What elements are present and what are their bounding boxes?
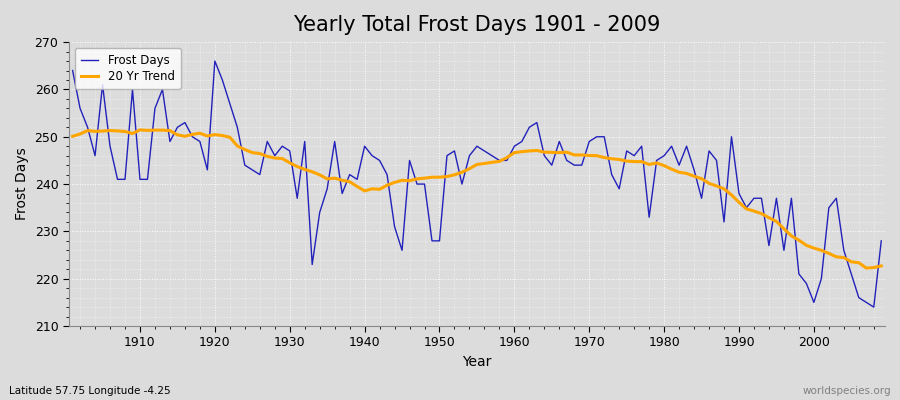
20 Yr Trend: [344, 179, 355, 184]
20 Yr Trend: [135, 128, 146, 132]
20 Yr Trend: [876, 264, 886, 268]
Frost Days: [517, 139, 527, 144]
Frost Days: [607, 172, 617, 177]
X-axis label: Year: Year: [463, 355, 491, 369]
Frost Days: [344, 172, 355, 177]
Line: 20 Yr Trend: 20 Yr Trend: [73, 130, 881, 268]
Frost Days: [68, 68, 78, 73]
Legend: Frost Days, 20 Yr Trend: Frost Days, 20 Yr Trend: [75, 48, 181, 89]
Frost Days: [210, 59, 220, 64]
Frost Days: [300, 139, 310, 144]
Text: worldspecies.org: worldspecies.org: [803, 386, 891, 396]
Frost Days: [876, 238, 886, 243]
20 Yr Trend: [300, 167, 310, 172]
Y-axis label: Frost Days: Frost Days: [15, 148, 29, 220]
Line: Frost Days: Frost Days: [73, 61, 881, 307]
20 Yr Trend: [861, 266, 872, 270]
Frost Days: [868, 305, 879, 310]
Text: Latitude 57.75 Longitude -4.25: Latitude 57.75 Longitude -4.25: [9, 386, 171, 396]
20 Yr Trend: [127, 131, 138, 136]
20 Yr Trend: [607, 156, 617, 161]
Frost Days: [127, 87, 138, 92]
Title: Yearly Total Frost Days 1901 - 2009: Yearly Total Frost Days 1901 - 2009: [293, 15, 661, 35]
20 Yr Trend: [68, 134, 78, 139]
20 Yr Trend: [517, 149, 527, 154]
Frost Days: [509, 144, 520, 149]
20 Yr Trend: [509, 150, 520, 155]
